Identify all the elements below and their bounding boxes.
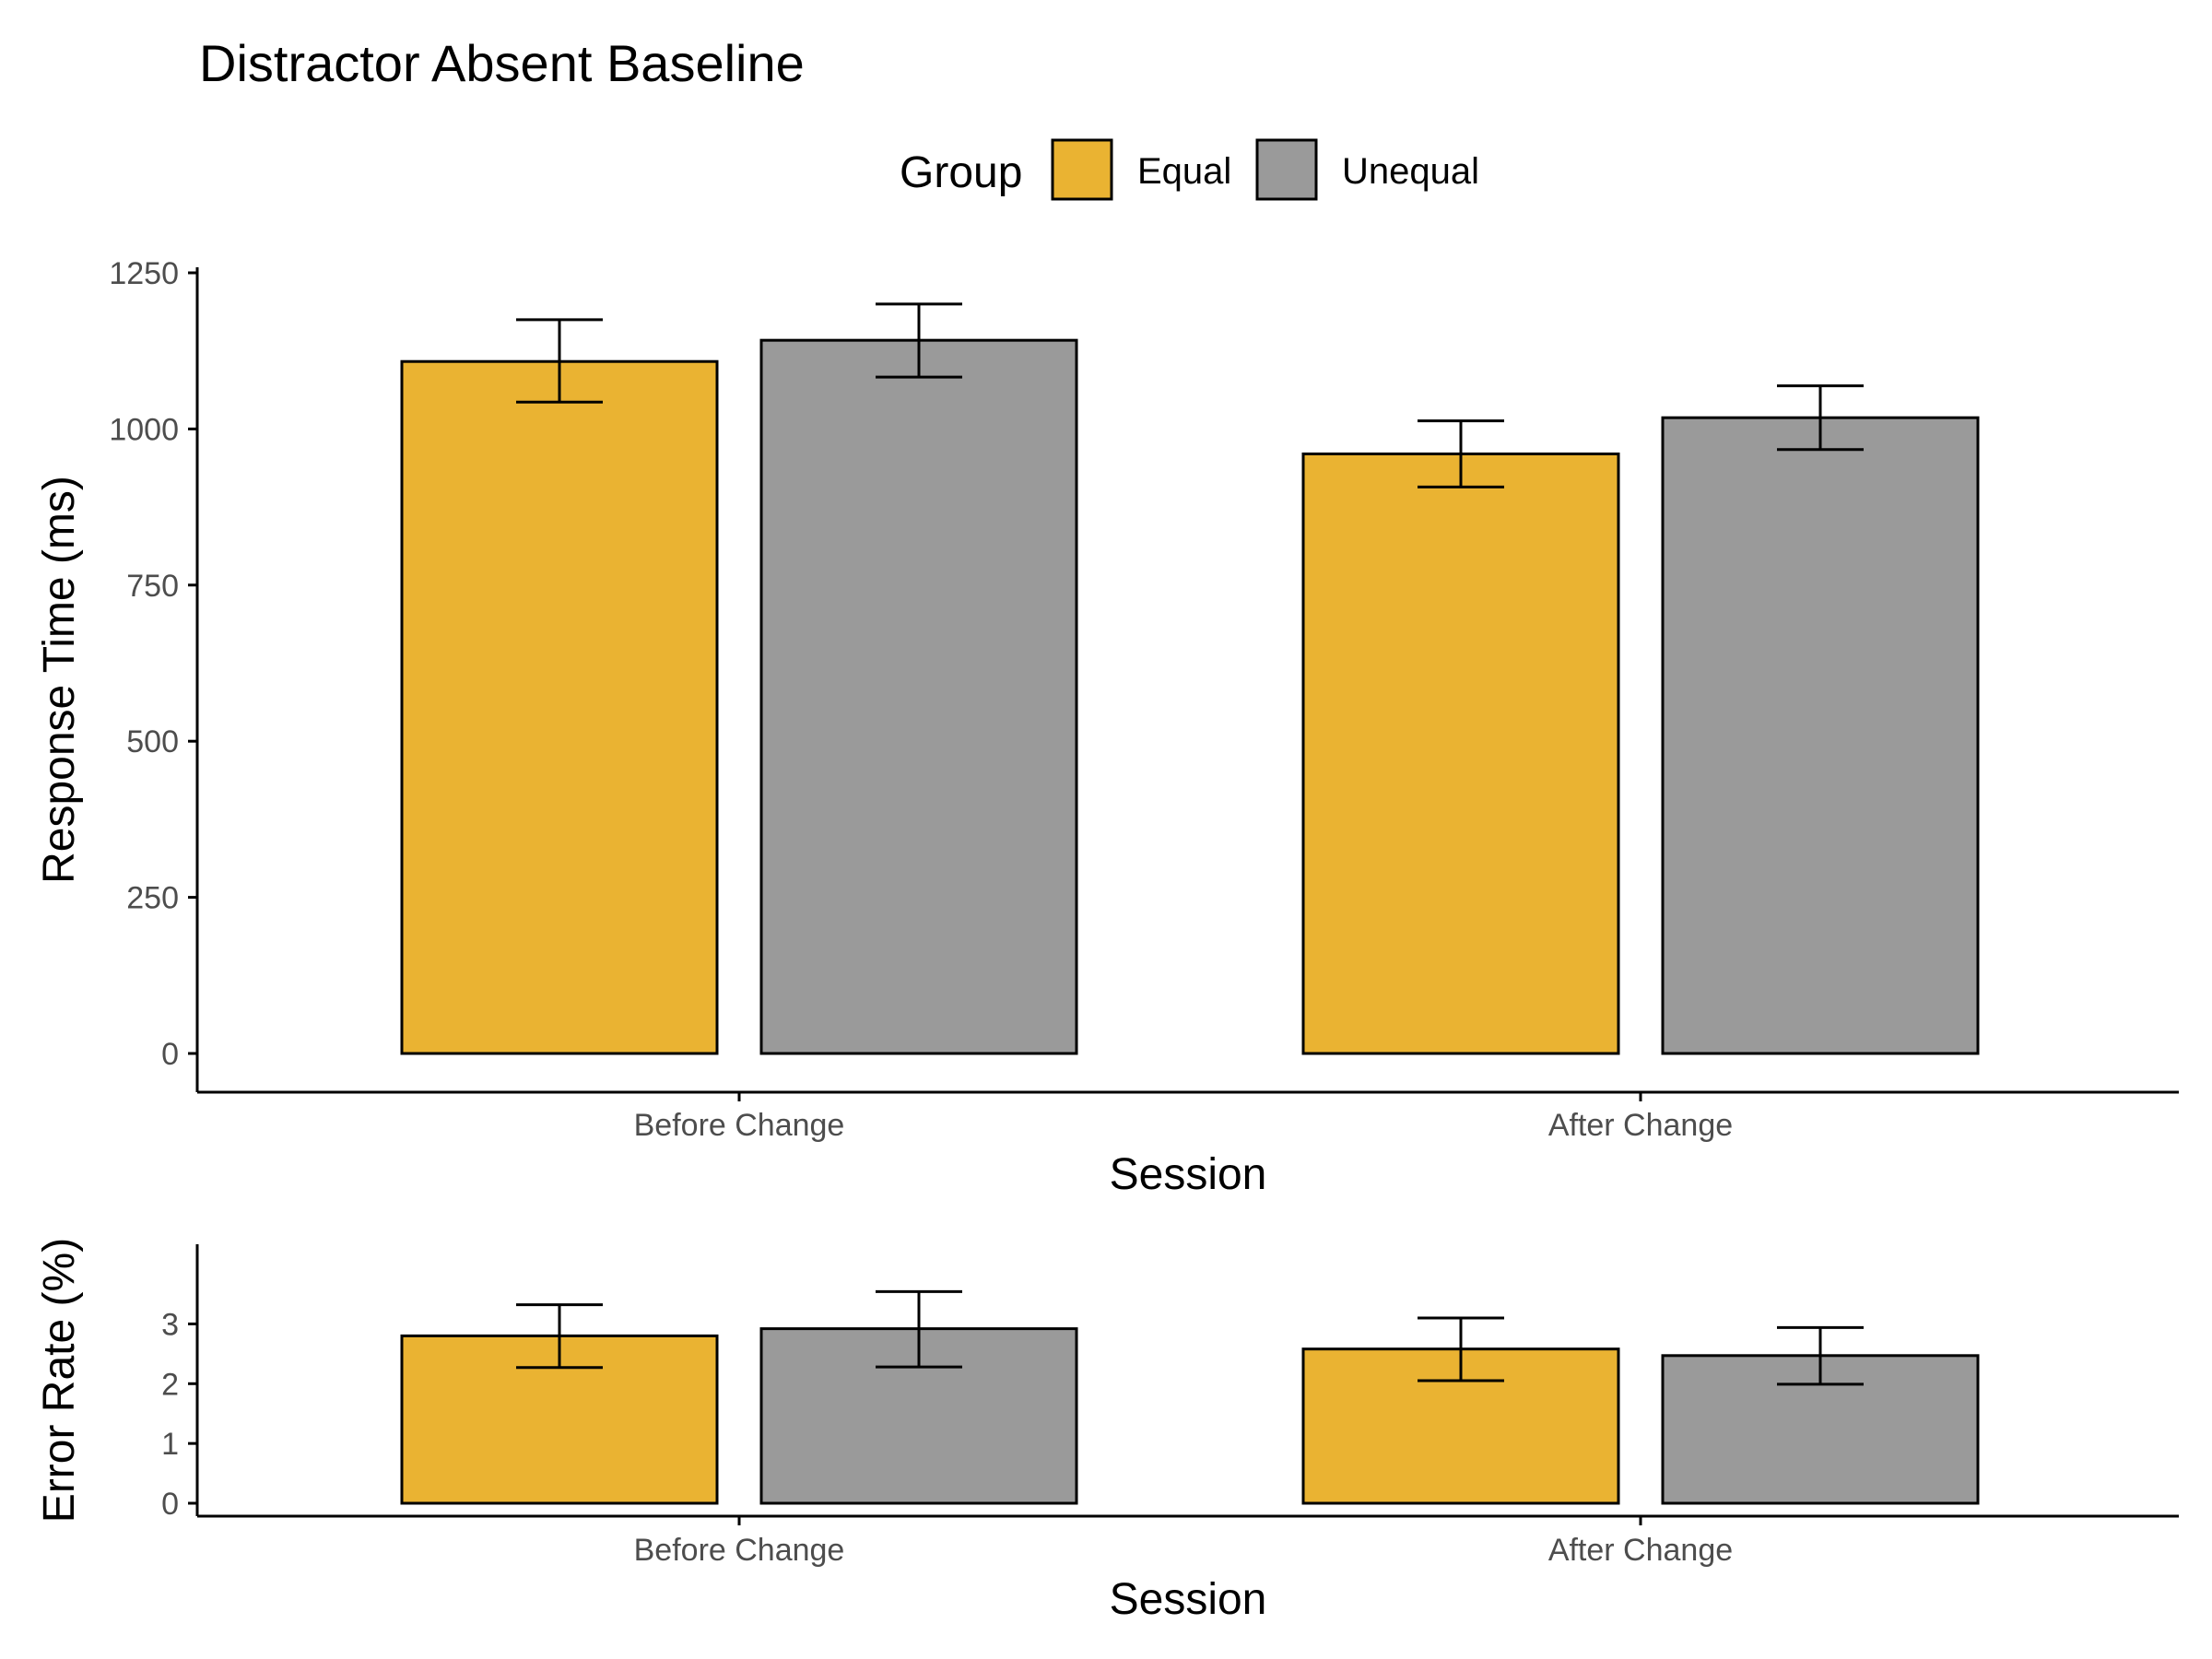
x-tick-label: Before Change: [634, 1533, 845, 1568]
y-tick-label: 750: [126, 569, 179, 604]
y-tick-label: 1: [161, 1427, 179, 1462]
x-axis-title: Session: [1110, 1575, 1267, 1624]
x-tick-label: After Change: [1548, 1533, 1733, 1568]
er-error-bar-equal-1: [1418, 1316, 1504, 1382]
rt-bar-unequal-0: [759, 338, 1078, 1055]
y-tick-label: 250: [126, 881, 179, 916]
y-tick-label: 3: [161, 1307, 179, 1342]
x-tick-label: Before Change: [634, 1108, 845, 1143]
rt-error-bar-unequal-1: [1777, 384, 1864, 452]
y-tick-label: 1250: [109, 256, 179, 291]
legend-swatch-equal: [1051, 138, 1113, 201]
y-tick-label: 1000: [109, 412, 179, 447]
legend-label-unequal: Unequal: [1342, 151, 1479, 192]
rt-error-bar-equal-1: [1418, 419, 1504, 488]
er-error-bar-unequal-1: [1777, 1325, 1864, 1386]
rt-error-bar-unequal-0: [876, 302, 962, 379]
x-tick-label: After Change: [1548, 1108, 1733, 1143]
y-tick-label: 0: [161, 1037, 179, 1072]
er-bar-equal-1: [1301, 1347, 1620, 1505]
er-error-bar-unequal-0: [876, 1289, 962, 1369]
y-axis-title: Response Time (ms): [35, 476, 84, 884]
error-rate-panel: 0 1 2 3 Before Change After Change Session Erro…: [35, 1238, 2179, 1624]
rt-bar-equal-1: [1301, 453, 1620, 1055]
legend-title: Group: [900, 148, 1022, 197]
y-tick-label: 2: [161, 1367, 179, 1402]
response-time-panel: 0 250 500 750 1000 1250 Before Change After Cha…: [35, 256, 2179, 1199]
er-error-bar-equal-0: [516, 1303, 603, 1370]
y-tick-label: 500: [126, 724, 179, 759]
rt-bar-unequal-1: [1661, 416, 1980, 1055]
rt-bar-equal-0: [400, 359, 719, 1055]
y-tick-label: 0: [161, 1487, 179, 1522]
y-axis-title: Error Rate (%): [35, 1238, 84, 1523]
chart-title: Distractor Absent Baseline: [199, 34, 805, 92]
legend-swatch-unequal: [1255, 138, 1318, 201]
legend-label-equal: Equal: [1137, 151, 1231, 192]
legend: Group Equal Unequal: [900, 138, 1479, 201]
rt-error-bar-equal-0: [516, 318, 603, 404]
x-axis-title: Session: [1110, 1150, 1267, 1199]
